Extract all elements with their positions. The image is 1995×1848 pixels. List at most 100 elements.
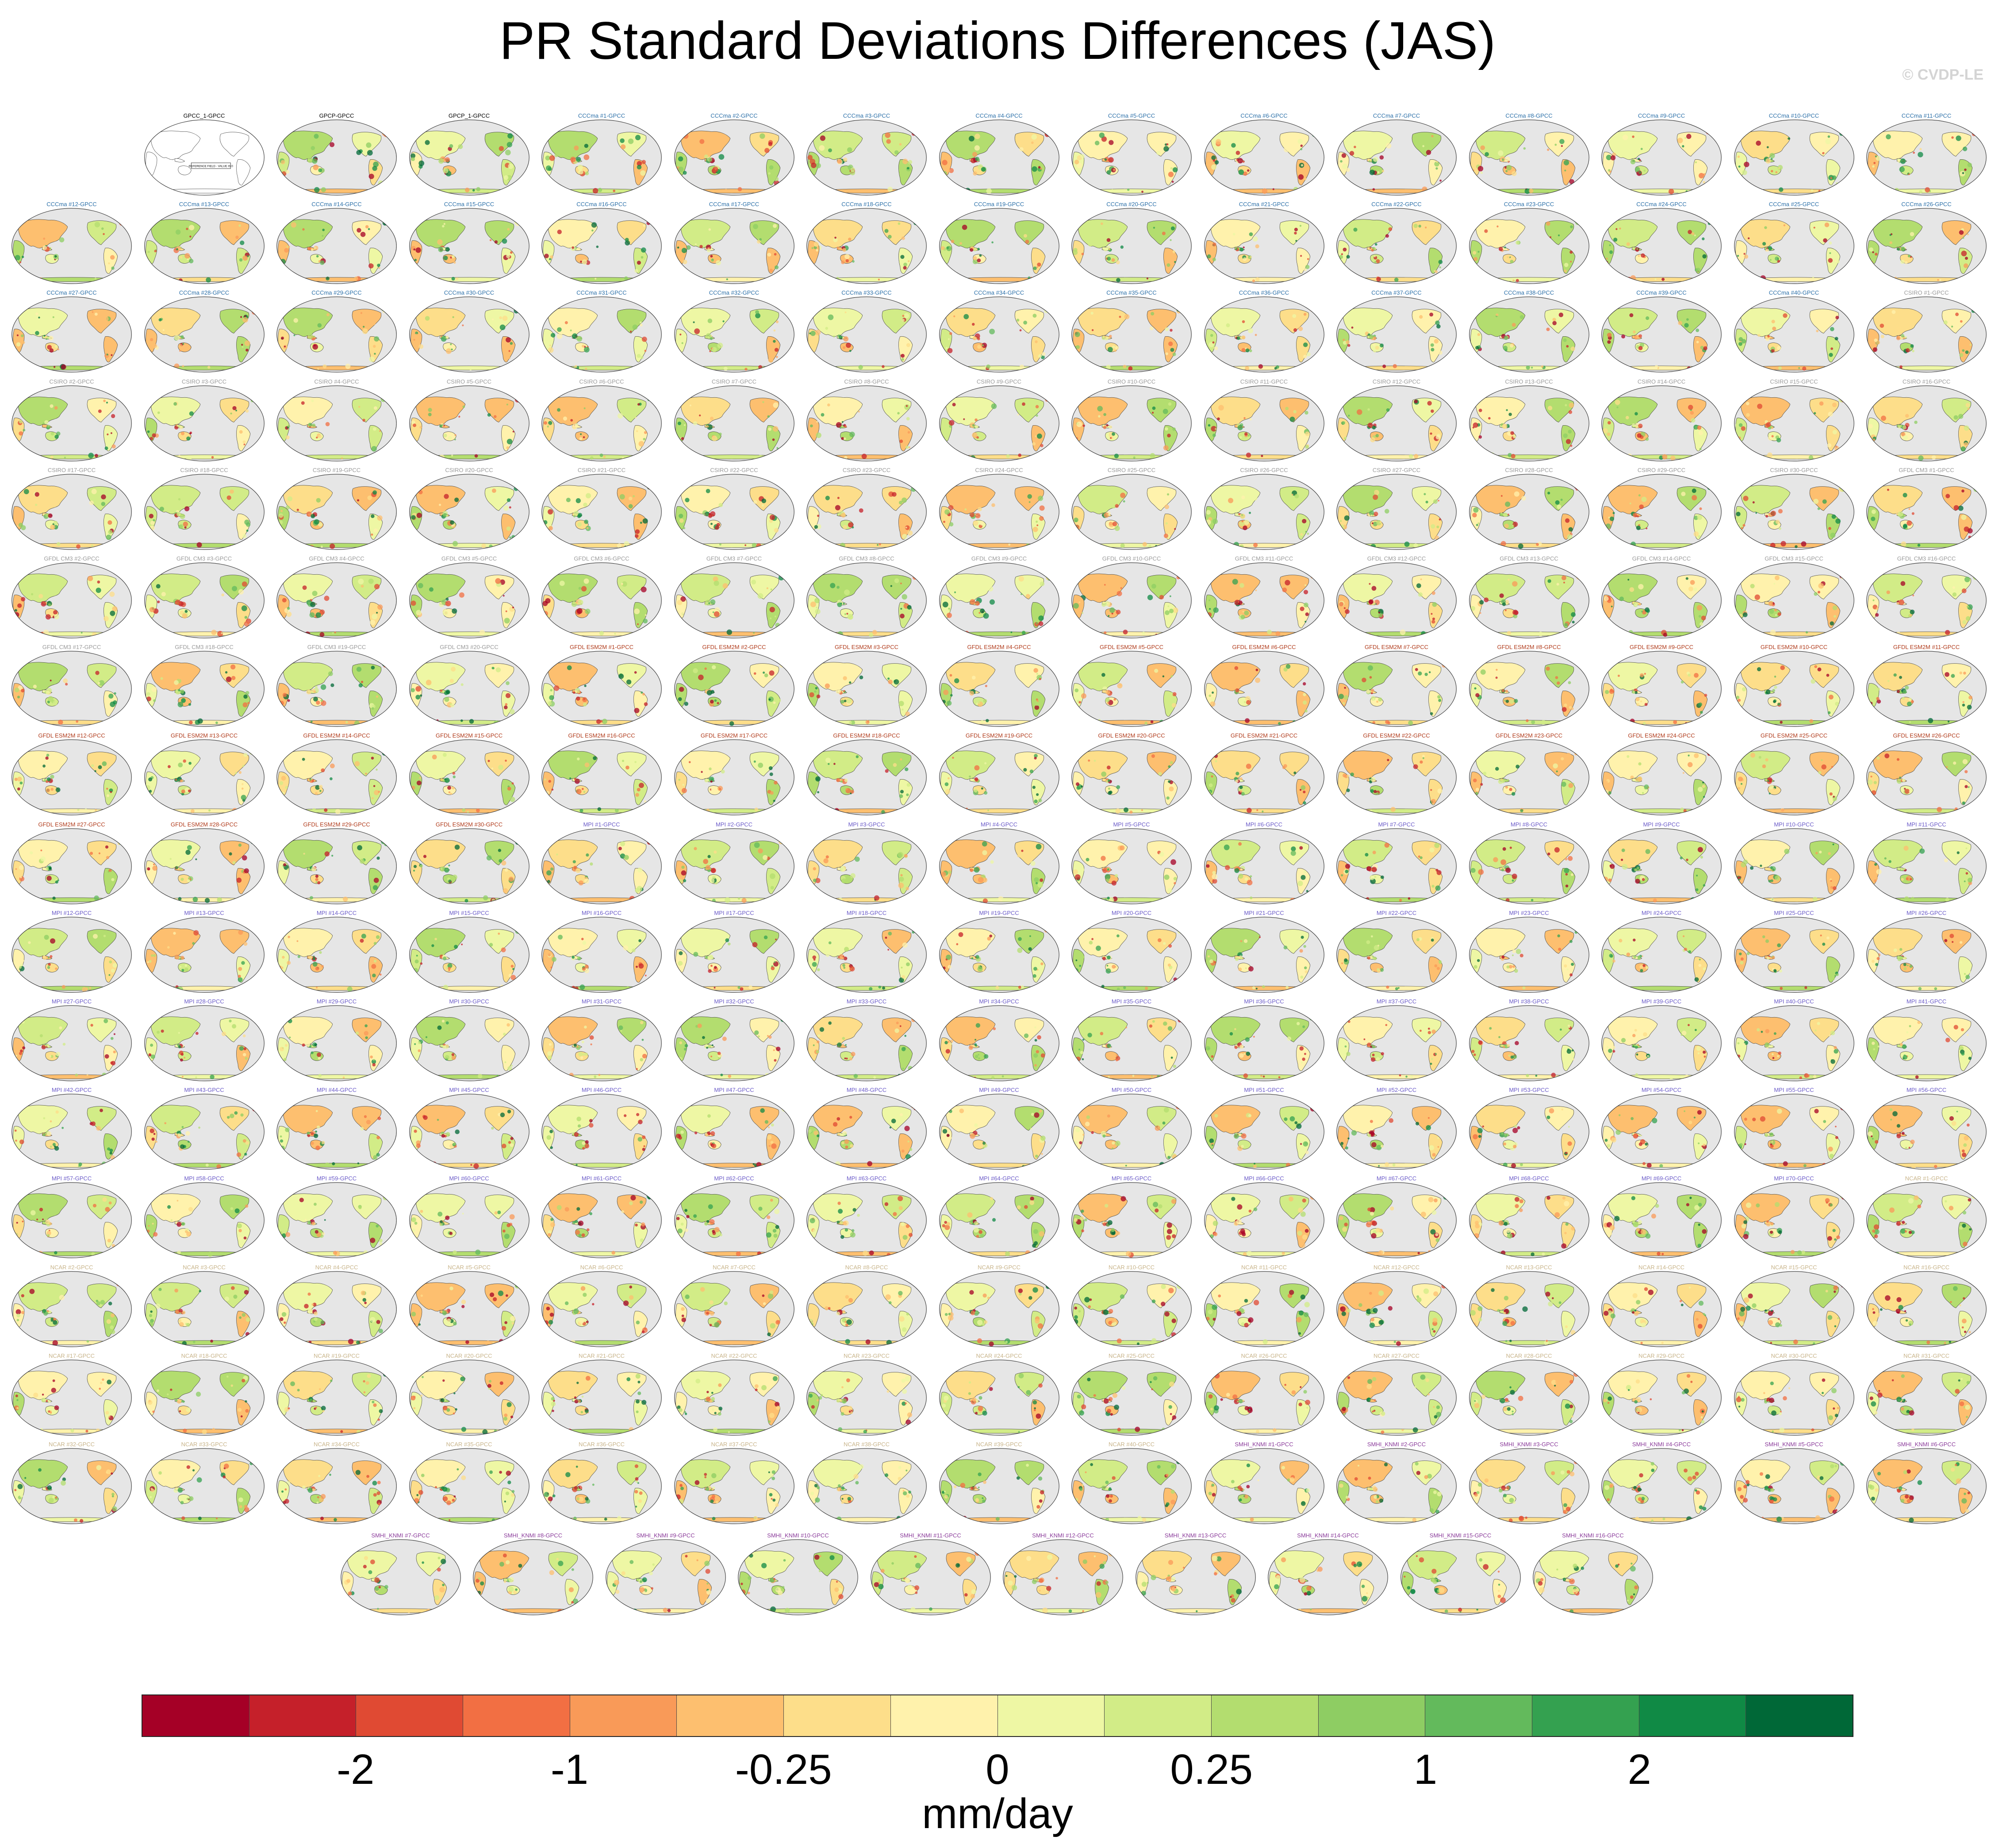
map-anomaly-patch (1706, 129, 1711, 134)
world-map-icon (1071, 296, 1192, 373)
map-land (685, 188, 783, 193)
map-land (150, 131, 200, 160)
map-ocean (939, 740, 1059, 815)
map-anomaly-patch (1964, 576, 1970, 583)
map-anomaly-patch (184, 253, 190, 259)
map-anomaly-patch (1209, 608, 1211, 610)
map-anomaly-patch (726, 278, 728, 280)
map-panel-title: GFDL CM3 #2-GPCC (44, 555, 100, 562)
map-anomaly-patch (381, 306, 387, 311)
map-land (415, 485, 465, 515)
world-map-icon (144, 208, 265, 284)
map-anomaly-patch (774, 348, 779, 352)
map-anomaly-patch (761, 498, 766, 503)
map-anomaly-patch (460, 719, 463, 722)
map-anomaly-patch (50, 591, 54, 596)
map-panel: GFDL CM3 #8-GPCC (801, 555, 932, 639)
map-anomaly-patch (445, 515, 448, 517)
map-anomaly-patch (311, 146, 315, 150)
map-anomaly-patch (913, 307, 918, 312)
map-anomaly-patch (1638, 494, 1641, 496)
map-anomaly-patch (1255, 669, 1258, 672)
map-anomaly-patch (106, 401, 108, 403)
map-anomaly-patch (951, 240, 954, 243)
map-panel-title: CCCma #16-GPCC (576, 201, 627, 208)
map-anomaly-patch (1960, 446, 1966, 451)
map-anomaly-patch (897, 411, 900, 415)
map-border (12, 385, 132, 461)
map-anomaly-patch (1569, 706, 1572, 709)
map-land (1215, 365, 1313, 371)
map-panel-title: CSIRO #13-GPCC (1505, 378, 1553, 385)
map-ocean (12, 297, 132, 373)
map-anomaly-patch (111, 252, 114, 255)
map-anomaly-patch (377, 435, 380, 438)
map-anomaly-patch (241, 788, 244, 790)
map-anomaly-patch (1232, 579, 1238, 585)
map-land (1877, 631, 1976, 636)
map-anomaly-patch (454, 434, 457, 436)
map-anomaly-patch (1632, 135, 1634, 138)
map-anomaly-patch (1032, 314, 1036, 318)
map-anomaly-patch (1311, 131, 1313, 134)
chart-title: PR Standard Deviations Differences (JAS) (499, 11, 1496, 70)
map-anomaly-patch (250, 396, 254, 400)
map-anomaly-patch (1778, 187, 1783, 192)
map-anomaly-patch (149, 251, 154, 257)
map-land (817, 808, 916, 814)
map-anomaly-patch (1034, 340, 1038, 344)
map-anomaly-patch (1115, 504, 1119, 508)
map-anomaly-patch (21, 597, 26, 602)
map-anomaly-patch (1564, 403, 1567, 407)
map-anomaly-patch (1435, 434, 1440, 439)
map-anomaly-patch (1300, 712, 1302, 715)
map-anomaly-patch (877, 544, 879, 546)
map-anomaly-patch (569, 777, 572, 780)
map-anomaly-patch (510, 251, 513, 254)
map-anomaly-patch (1875, 253, 1878, 256)
map-land (155, 277, 253, 282)
map-anomaly-patch (241, 795, 246, 800)
map-anomaly-patch (1240, 615, 1245, 619)
map-anomaly-patch (335, 809, 341, 815)
map-anomaly-patch (461, 808, 465, 812)
map-anomaly-patch (426, 188, 431, 194)
world-map-icon (12, 296, 132, 373)
map-land (1877, 543, 1976, 548)
map-anomaly-patch (1686, 318, 1689, 321)
map-ocean (276, 740, 397, 815)
map-anomaly-patch (844, 311, 847, 314)
map-anomaly-patch (1436, 525, 1439, 528)
map-anomaly-patch (1507, 631, 1511, 635)
map-anomaly-patch (1958, 505, 1964, 511)
map-anomaly-patch (1967, 162, 1972, 168)
map-anomaly-patch (519, 309, 523, 312)
map-anomaly-patch (509, 434, 512, 438)
map-anomaly-patch (1912, 594, 1914, 596)
map-anomaly-patch (1639, 504, 1644, 509)
map-anomaly-patch (1510, 431, 1514, 435)
map-anomaly-patch (1245, 348, 1249, 353)
map-anomaly-patch (985, 719, 989, 722)
map-anomaly-patch (1235, 688, 1239, 693)
map-anomaly-patch (577, 164, 583, 170)
map-anomaly-patch (1919, 190, 1922, 194)
map-anomaly-patch (1033, 668, 1038, 673)
map-anomaly-patch (681, 437, 684, 440)
map-land (352, 397, 382, 423)
map-anomaly-patch (1881, 457, 1884, 459)
map-anomaly-patch (1512, 581, 1518, 587)
map-anomaly-patch (371, 665, 375, 670)
map-anomaly-patch (163, 632, 165, 634)
map-panel: CSIRO #17-GPCC (6, 467, 137, 551)
map-anomaly-patch (757, 593, 763, 599)
map-anomaly-patch (149, 436, 153, 440)
map-anomaly-patch (438, 158, 444, 164)
map-panel-title: CSIRO #23-GPCC (842, 466, 891, 473)
map-ocean (541, 651, 662, 727)
map-anomaly-patch (981, 788, 983, 790)
map-anomaly-patch (302, 228, 305, 231)
map-anomaly-patch (821, 413, 825, 417)
map-anomaly-patch (1578, 130, 1580, 132)
map-anomaly-patch (507, 133, 513, 139)
